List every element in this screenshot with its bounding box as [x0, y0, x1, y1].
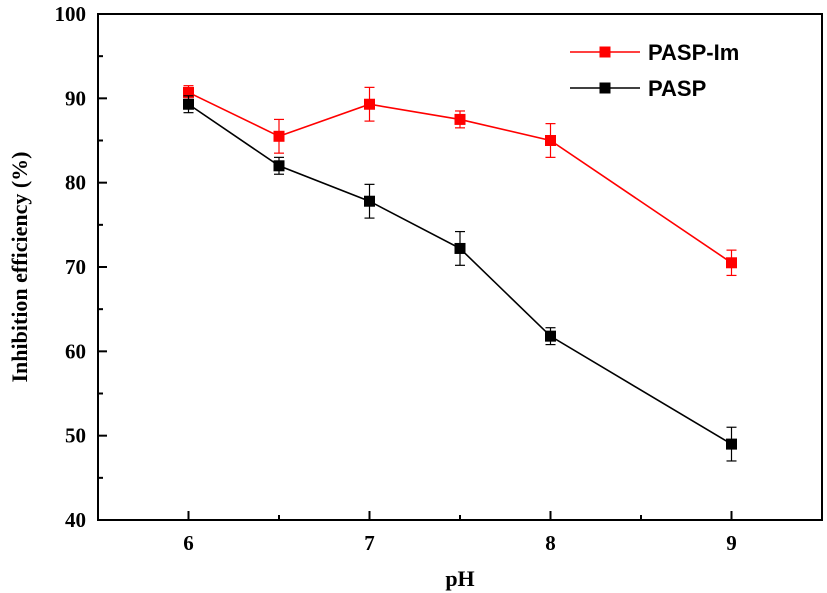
y-tick-label: 100 [55, 2, 87, 26]
legend-item-pasp-im: PASP-Im [570, 40, 739, 65]
plot-border [97, 13, 823, 521]
data-point [726, 257, 737, 269]
data-point [545, 135, 556, 146]
y-tick-label: 60 [65, 339, 86, 363]
y-tick-label: 80 [65, 171, 86, 195]
data-point [454, 242, 466, 254]
x-axis-title: pH [445, 566, 474, 591]
legend: PASP-Im PASP [570, 40, 739, 101]
y-tick-label: 90 [65, 86, 86, 110]
series-layer [183, 85, 737, 462]
series-pasp [183, 95, 737, 462]
x-tick-label: 9 [726, 531, 737, 555]
y-axis-title: Inhibition efficiency (%) [7, 152, 32, 383]
data-point [545, 330, 556, 342]
x-axis: 6 7 8 9 [97, 511, 823, 555]
data-point [454, 113, 466, 125]
data-point [273, 160, 285, 172]
data-point [183, 86, 194, 98]
data-point [364, 195, 375, 207]
y-tick-label: 40 [65, 508, 86, 532]
legend-item-pasp: PASP [570, 76, 706, 101]
series-line-pasp-im [188, 91, 732, 264]
x-tick-label: 8 [545, 531, 556, 555]
legend-marker [599, 46, 611, 58]
y-tick-label: 50 [65, 424, 86, 448]
series-pasp-im [183, 85, 737, 277]
data-point [726, 438, 737, 450]
legend-marker [599, 82, 611, 94]
x-tick-label: 6 [183, 531, 194, 555]
x-tick-label: 7 [364, 531, 375, 555]
plot-frame [97, 13, 823, 521]
series-line-pasp [188, 103, 732, 445]
data-point [183, 98, 194, 110]
data-point [273, 130, 285, 142]
y-tick-label: 70 [65, 255, 86, 279]
legend-label: PASP-Im [648, 40, 739, 65]
legend-label: PASP [648, 76, 706, 101]
data-point [364, 98, 375, 110]
y-axis: 40 50 60 70 80 90 100 [55, 2, 107, 532]
